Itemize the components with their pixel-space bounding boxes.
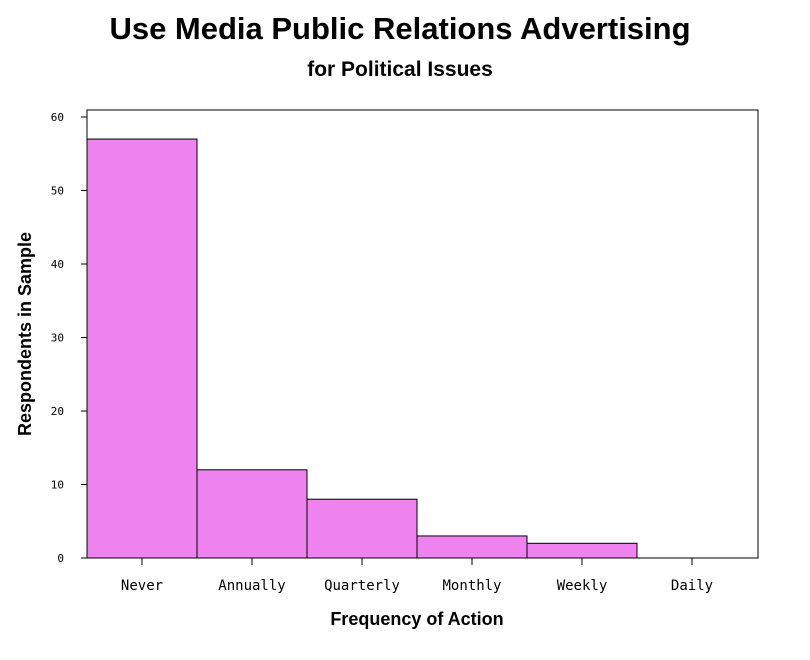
x-tick-label-weekly: Weekly: [557, 578, 608, 594]
x-tick-label-never: Never: [121, 578, 163, 594]
y-tick-label: 50: [51, 185, 64, 198]
y-tick-label: 10: [51, 479, 64, 492]
x-tick-label-quarterly: Quarterly: [324, 578, 400, 594]
x-tick-label-daily: Daily: [671, 578, 713, 594]
x-tick-label-annually: Annually: [218, 578, 285, 594]
bar-never: [86, 138, 198, 559]
y-axis-label: Respondents in Sample: [15, 232, 35, 436]
y-tick-label: 30: [51, 332, 64, 345]
y-tick-label: 60: [51, 111, 64, 124]
x-tick-label-monthly: Monthly: [442, 578, 501, 594]
x-axis: Never Annually Quarterly Monthly Weekly Daily: [121, 558, 713, 594]
bar-annually: [196, 469, 308, 559]
x-axis-label: Frequency of Action: [330, 609, 503, 629]
bar-quarterly: [306, 498, 418, 559]
bar-weekly: [526, 542, 638, 559]
bar-monthly: [416, 535, 528, 559]
y-tick-label: 0: [57, 552, 64, 565]
y-tick-label: 40: [51, 258, 64, 271]
bars-group: [86, 138, 638, 559]
y-axis: 0 10 20 30 40 50 60: [51, 111, 87, 565]
y-tick-label: 20: [51, 405, 64, 418]
chart-subtitle: for Political Issues: [307, 58, 493, 81]
chart-title: Use Media Public Relations Advertising: [109, 11, 690, 46]
